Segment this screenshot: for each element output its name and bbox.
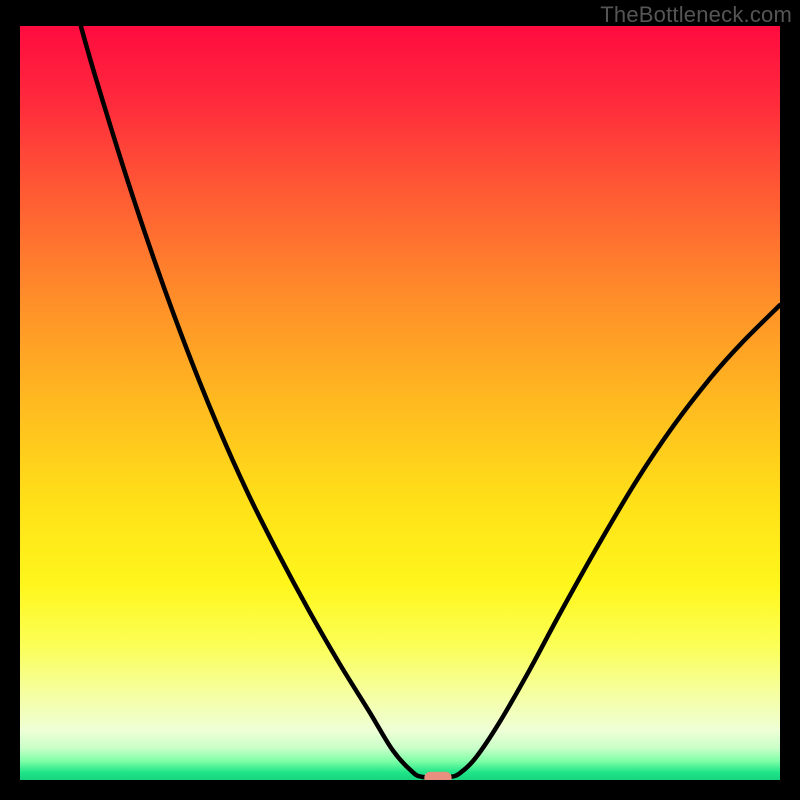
valley-marker — [424, 772, 451, 784]
curve-layer — [0, 0, 800, 800]
bottleneck-chart: TheBottleneck.com — [0, 0, 800, 800]
watermark-text: TheBottleneck.com — [600, 2, 792, 28]
